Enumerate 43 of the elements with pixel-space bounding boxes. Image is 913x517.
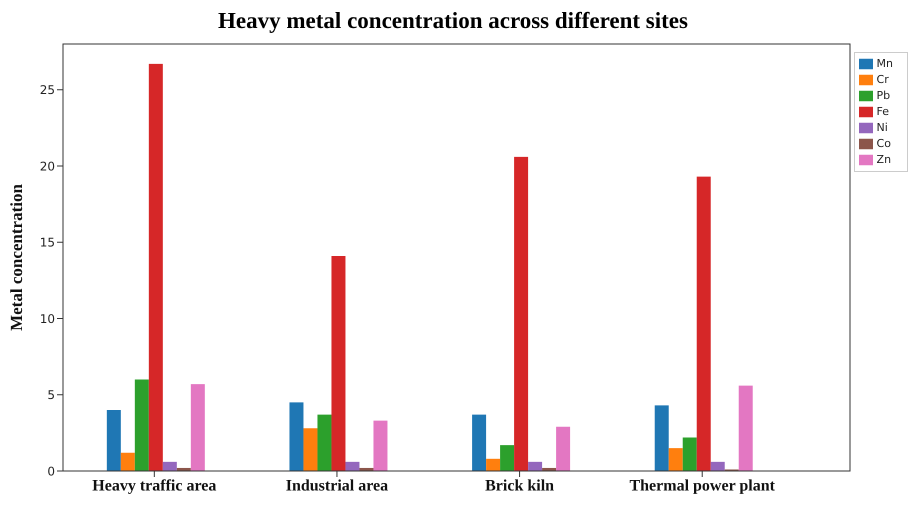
bar — [472, 414, 486, 471]
y-tick-label: 25 — [40, 83, 55, 98]
bar — [668, 448, 683, 471]
bar — [528, 462, 542, 471]
bar — [514, 156, 528, 471]
bar — [190, 384, 205, 471]
chart-title: Heavy metal concentration across different sites — [217, 8, 689, 35]
y-tick-label: 5 — [47, 388, 55, 402]
bar — [303, 428, 318, 471]
legend-label: Co — [876, 137, 891, 150]
x-tick-label: Brick kiln — [485, 477, 554, 494]
y-axis-title: Metal concentration — [7, 184, 26, 331]
bar — [289, 402, 304, 471]
bar — [696, 176, 711, 471]
x-tick-label: Industrial area — [286, 477, 388, 494]
bar — [738, 386, 753, 471]
bar — [710, 462, 725, 471]
legend-label: Zn — [876, 153, 892, 166]
legend-label: Cr — [876, 73, 889, 86]
bar — [120, 452, 135, 471]
bar — [500, 445, 514, 471]
bar — [317, 414, 332, 471]
bar — [162, 462, 177, 471]
bar — [486, 458, 500, 471]
bar — [148, 64, 163, 471]
bar — [134, 380, 149, 471]
legend-label: Ni — [876, 121, 888, 134]
x-tick-label: Thermal power plant — [629, 477, 776, 494]
legend-label: Fe — [876, 105, 890, 118]
bar — [345, 462, 360, 471]
y-tick-label: 15 — [40, 236, 55, 250]
y-tick-label: 10 — [40, 312, 55, 326]
bar — [106, 410, 121, 471]
legend-label: Pb — [876, 89, 890, 102]
bar — [682, 437, 697, 471]
y-tick-label: 0 — [47, 464, 55, 478]
bar — [654, 405, 669, 471]
x-tick-label: Heavy traffic area — [92, 477, 216, 494]
bar — [556, 426, 570, 471]
legend-label: Mn — [876, 57, 893, 70]
y-tick-label: 20 — [40, 159, 55, 174]
bar — [373, 420, 388, 471]
bar — [331, 256, 346, 471]
